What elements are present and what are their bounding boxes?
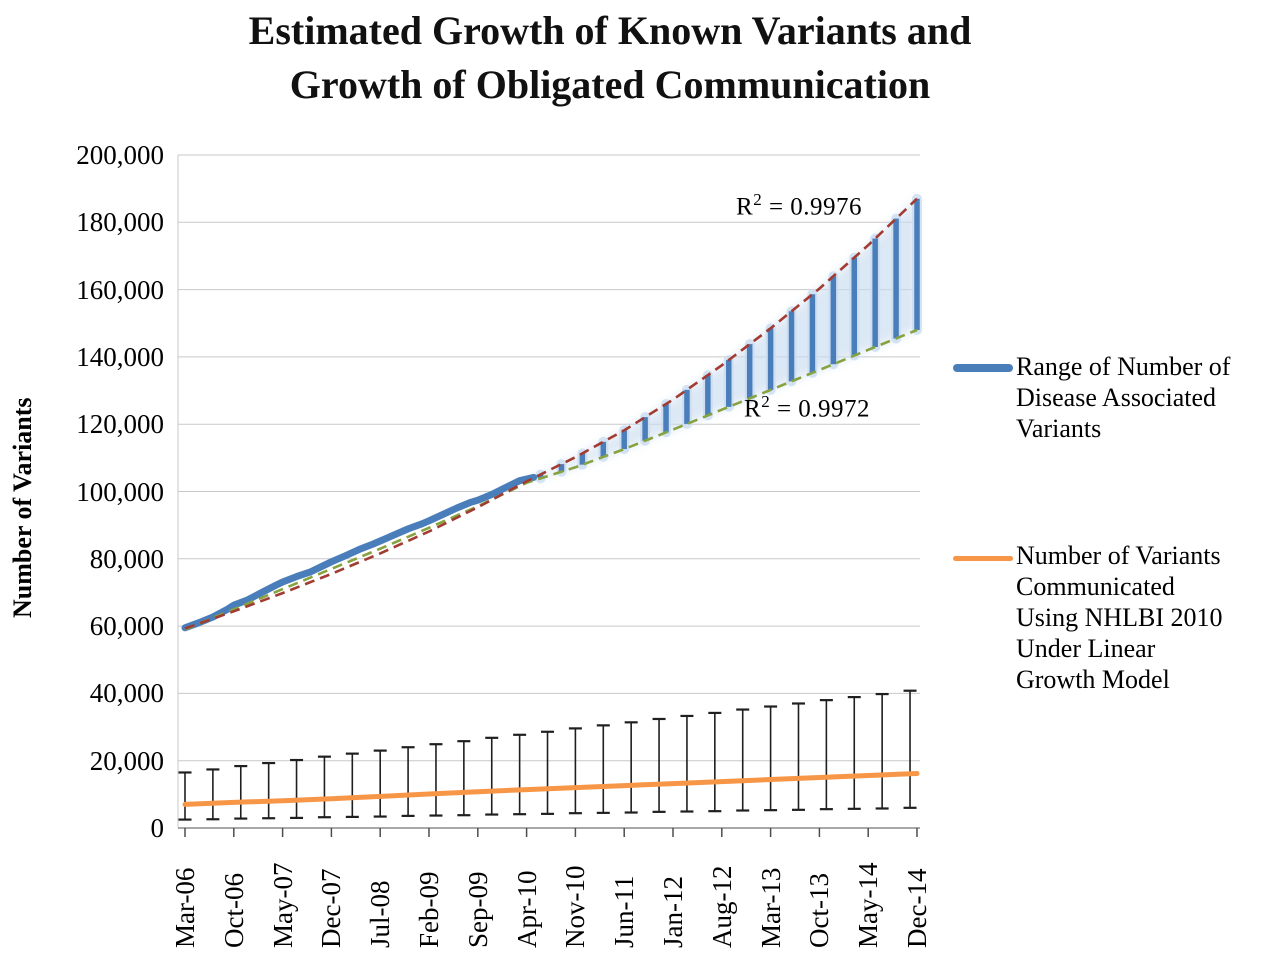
- x-tick-label: Oct-06: [218, 873, 249, 948]
- x-tick-label: Sep-09: [462, 871, 493, 949]
- y-tick-label: 100,000: [76, 476, 164, 507]
- y-tick-label: 40,000: [89, 678, 164, 709]
- x-tick-label: Apr-10: [511, 870, 542, 948]
- y-tick-label: 80,000: [89, 543, 164, 574]
- x-tick-label: Mar-13: [755, 867, 786, 948]
- chart-title: Estimated Growth of Known Variants and G…: [30, 4, 1190, 112]
- annotation-r2-lower: R2 = 0.9972: [744, 392, 870, 423]
- x-tick-label: Oct-13: [804, 873, 835, 948]
- r2-lower-exponent: 2: [761, 392, 771, 411]
- r2-upper-exponent: 2: [753, 190, 763, 209]
- x-tick-label: Nov-10: [560, 865, 591, 949]
- y-tick-label: 200,000: [76, 140, 164, 170]
- x-tick-label: Jan-12: [658, 876, 688, 948]
- r2-lower-base: R: [744, 395, 762, 423]
- chart-title-line1: Estimated Growth of Known Variants and: [248, 8, 972, 53]
- r2-upper-value: = 0.9976: [762, 193, 863, 221]
- x-tick-label: Dec-07: [316, 868, 347, 948]
- y-tick-label: 140,000: [76, 341, 164, 372]
- r2-lower-value: = 0.9972: [770, 395, 871, 423]
- x-tick-label: May-07: [267, 862, 298, 948]
- y-tick-label: 0: [150, 813, 165, 843]
- y-tick-label: 60,000: [89, 611, 164, 642]
- y-tick-label: 120,000: [76, 409, 164, 440]
- x-tick-label: Jun-11: [609, 875, 640, 949]
- annotation-r2-upper: R2 = 0.9976: [736, 190, 862, 221]
- x-tick-label: Jul-08: [365, 880, 396, 949]
- legend-label-range: Range of Number of Disease Associated Va…: [1016, 352, 1231, 443]
- x-tick-label: Mar-06: [170, 867, 200, 948]
- legend-swatch-range-line: [953, 364, 1013, 372]
- chart-title-line2: Growth of Obligated Communication: [289, 62, 931, 107]
- x-tick-label: Dec-14: [902, 868, 932, 948]
- x-tick-label: Aug-12: [706, 865, 737, 949]
- y-tick-label: 20,000: [89, 745, 164, 776]
- legend-swatch-communicated-line: [953, 556, 1013, 561]
- r2-upper-base: R: [736, 193, 754, 221]
- x-tick-label: May-14: [853, 862, 884, 948]
- x-tick-label: Feb-09: [414, 871, 444, 949]
- y-tick-label: 160,000: [76, 274, 164, 305]
- y-tick-label: 180,000: [76, 207, 164, 238]
- legend-label-communicated: Number of Variants Communicated Using NH…: [1016, 541, 1223, 694]
